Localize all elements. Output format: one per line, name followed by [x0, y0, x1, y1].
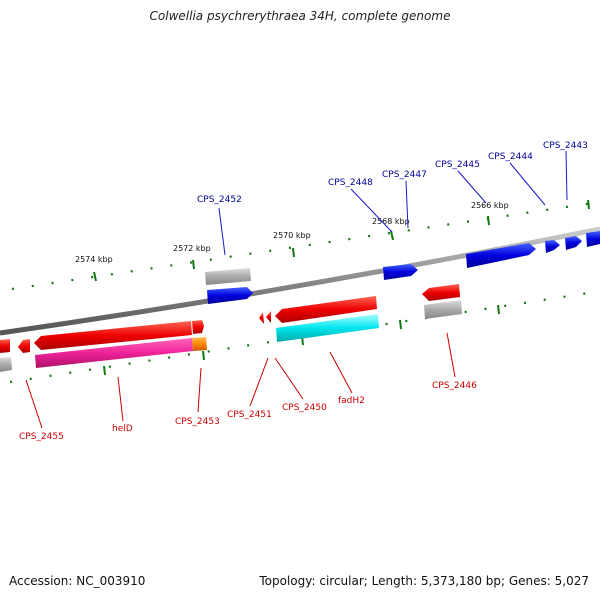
gene-label-CPS_2448[interactable]: CPS_2448: [328, 178, 373, 188]
product-bar-CPS_2453: [192, 337, 207, 351]
pseudo-bar-CPS_2446: [424, 300, 462, 319]
reverse-label-leaders: [25, 332, 456, 429]
outer-scale-ticks: [11, 199, 600, 291]
gene-arrow-helD[interactable]: [34, 321, 192, 350]
kbp-label: 2566 kbp: [471, 201, 509, 210]
kbp-label: 2570 kbp: [273, 231, 311, 240]
gene-label-CPS_2447[interactable]: CPS_2447: [382, 170, 427, 180]
forward-gene-features: [205, 231, 600, 304]
pseudo-bar-left: [0, 357, 12, 372]
accession-text: Accession: NC_003910: [9, 574, 146, 588]
kbp-label: 2572 kbp: [173, 244, 211, 253]
gene-arrow-CPS_2445[interactable]: [466, 243, 536, 268]
reverse-gene-features: [0, 284, 460, 353]
gene-arrow-CPS_2446[interactable]: [422, 284, 460, 301]
gene-label-fadH2[interactable]: fadH2: [338, 396, 365, 406]
gene-arrow-CPS_2455b[interactable]: [18, 339, 30, 353]
reverse-gene-labels: CPS_2455 helD CPS_2453 CPS_2451 CPS_2450…: [19, 381, 477, 442]
gene-label-CPS_2443[interactable]: CPS_2443: [543, 141, 588, 151]
gene-arrow-CPS_2444[interactable]: [545, 240, 560, 253]
gene-arrow-CPS_2450[interactable]: [275, 296, 377, 323]
gene-label-CPS_2452[interactable]: CPS_2452: [197, 195, 242, 205]
gene-arrow-CPS_2443[interactable]: [565, 236, 582, 250]
product-bar-fadH2: [276, 314, 379, 342]
gene-arrow-CPS_2448[interactable]: [383, 264, 418, 280]
gene-arrow-CPS_2451b[interactable]: [266, 311, 271, 323]
gene-arrow-CPS_2455[interactable]: [0, 339, 10, 353]
map-title: Colwellia psychrerythraea 34H, complete …: [149, 9, 451, 23]
kbp-label: 2574 kbp: [75, 255, 113, 264]
gene-label-CPS_2450[interactable]: CPS_2450: [282, 403, 327, 413]
gene-label-CPS_2446[interactable]: CPS_2446: [432, 381, 477, 391]
pseudo-bar-CPS_2452: [205, 268, 251, 285]
gene-label-helD[interactable]: helD: [112, 424, 133, 434]
kbp-label: 2568 kbp: [372, 217, 410, 226]
annotation-bars: [0, 300, 462, 372]
gene-arrow-CPS_2453[interactable]: [192, 320, 204, 334]
topology-text: Topology: circular; Length: 5,373,180 bp…: [259, 574, 589, 588]
gene-label-CPS_2451[interactable]: CPS_2451: [227, 410, 272, 420]
product-bar-helD: [35, 338, 193, 368]
gene-label-CPS_2444[interactable]: CPS_2444: [488, 152, 533, 162]
gene-arrow-CPS_2451a[interactable]: [259, 312, 264, 324]
forward-gene-labels: CPS_2452 CPS_2448 CPS_2447 CPS_2445 CPS_…: [197, 141, 588, 205]
gene-label-CPS_2455[interactable]: CPS_2455: [19, 432, 64, 442]
gene-label-CPS_2445[interactable]: CPS_2445: [435, 160, 480, 170]
forward-label-leaders: [218, 150, 568, 256]
gene-label-CPS_2453[interactable]: CPS_2453: [175, 417, 220, 427]
gene-arrow-edge[interactable]: [586, 231, 600, 247]
gene-arrow-CPS_2452[interactable]: [207, 287, 253, 304]
